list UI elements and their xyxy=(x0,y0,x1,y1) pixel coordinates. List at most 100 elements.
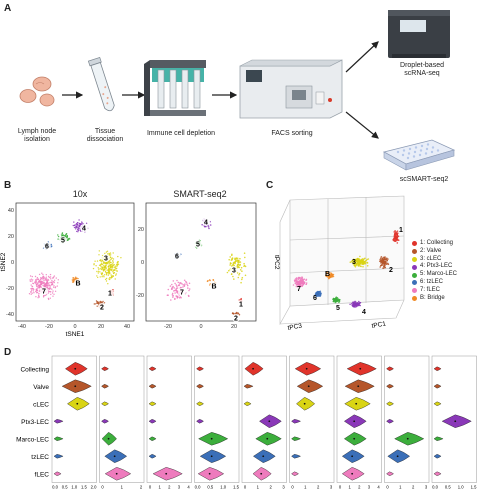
scatter-point xyxy=(295,282,298,284)
scatter-point xyxy=(353,262,356,265)
scatter-point xyxy=(380,261,383,263)
violin-tick-label: 2 xyxy=(140,485,143,490)
sequencer-icon xyxy=(388,10,450,58)
violin-tick-label: 2 xyxy=(358,485,361,490)
scatter-point xyxy=(98,254,100,256)
scatter-point xyxy=(36,287,39,289)
scatter-point xyxy=(72,277,75,279)
scatter-point xyxy=(387,258,389,260)
violin-median xyxy=(353,437,356,440)
scatter-point xyxy=(177,281,180,284)
scatter-point xyxy=(74,277,76,279)
scatter-point xyxy=(73,226,76,229)
scatter-point xyxy=(35,296,37,298)
scatter-point xyxy=(186,283,188,285)
scatter-point xyxy=(365,259,368,262)
scatter-point xyxy=(39,284,41,286)
violin-shape xyxy=(148,436,157,441)
violin-tick-label: 0.5 xyxy=(445,485,451,490)
scatter-point xyxy=(238,272,241,275)
scatter-point xyxy=(362,265,364,268)
scatter-point xyxy=(358,302,361,304)
violin-tick-label: 1 xyxy=(121,485,124,490)
scatter-point xyxy=(187,294,190,297)
scatter-point xyxy=(233,264,235,267)
violin-median xyxy=(262,455,265,458)
magnetic-rack-icon xyxy=(144,60,206,116)
scatter-point xyxy=(172,280,175,282)
violin-tick-label: 0 xyxy=(149,485,152,490)
scatter-point xyxy=(72,279,74,282)
violin-shape xyxy=(291,436,302,441)
violin-median xyxy=(115,472,118,475)
violin-shape xyxy=(61,379,92,393)
scatter-point xyxy=(111,257,113,259)
pca-points xyxy=(292,230,400,308)
violin-shape xyxy=(386,366,394,371)
scatter-point xyxy=(38,296,40,298)
scatter-point xyxy=(237,312,239,314)
scatter-point xyxy=(243,262,245,265)
scatter-point xyxy=(174,292,176,294)
scatter-point xyxy=(237,265,239,268)
violin-shape xyxy=(104,449,128,463)
scatter-point xyxy=(354,306,356,308)
scatter-point xyxy=(226,271,229,274)
violin-median xyxy=(307,385,310,388)
scatter-point xyxy=(331,276,333,278)
violin-tick-label: 0 xyxy=(101,485,104,490)
scatter-point xyxy=(333,298,335,301)
scatter-point xyxy=(231,259,233,261)
scatter-point xyxy=(112,275,115,277)
scatter-point xyxy=(319,290,322,293)
tsne10x-ytick: 40 xyxy=(8,208,14,214)
violin-shape xyxy=(196,366,204,371)
scatter-point xyxy=(335,298,338,300)
violin-tick-label: 3 xyxy=(178,485,181,490)
scatter-point xyxy=(67,238,69,240)
scatter-point xyxy=(173,290,175,292)
scatter-point xyxy=(72,278,75,281)
scatter-point xyxy=(354,302,357,305)
scatter-point xyxy=(73,224,76,226)
violin-shape xyxy=(152,467,183,481)
scatter-point xyxy=(52,295,54,297)
violin-tick-label: 1.0 xyxy=(458,485,464,490)
scatter-point xyxy=(110,269,112,271)
violin-tick-label: 0 xyxy=(244,485,247,490)
scatter-point xyxy=(113,272,116,274)
scatter-point xyxy=(38,290,41,292)
scatter-point xyxy=(51,292,54,294)
violin-tick-label: 1 xyxy=(304,485,307,490)
scatter-point xyxy=(45,276,47,278)
scatter-point xyxy=(239,269,242,271)
scatter-point xyxy=(234,262,236,265)
scatter-point xyxy=(239,261,242,263)
scatter-point xyxy=(231,264,234,266)
scatter-point xyxy=(379,257,382,260)
violin-shape xyxy=(344,379,375,393)
scatter-point xyxy=(355,305,358,308)
scatter-point xyxy=(104,252,106,255)
violin-shape xyxy=(244,362,264,376)
scatter-point xyxy=(185,281,188,284)
violin-tick-label: 3 xyxy=(330,485,333,490)
scatter-point xyxy=(95,300,98,302)
panel-c-letter: C xyxy=(266,180,274,191)
scatter-point xyxy=(30,284,32,286)
scatter-point xyxy=(36,278,38,280)
tsne-smartseq-title: SMART-seq2 xyxy=(173,189,227,199)
scatter-point xyxy=(100,272,103,275)
violin-row-label: cLEC xyxy=(33,401,49,408)
scatter-point xyxy=(329,275,332,277)
scatter-point xyxy=(32,282,35,285)
scatter-point xyxy=(359,265,362,267)
scatter-point xyxy=(42,275,45,277)
scatter-point xyxy=(233,278,235,280)
violin-shape xyxy=(346,362,377,376)
scatter-point xyxy=(96,305,98,307)
scatter-point xyxy=(57,279,59,281)
scatter-point xyxy=(48,290,50,293)
scatter-point xyxy=(111,276,113,278)
scatter-point xyxy=(172,285,174,288)
